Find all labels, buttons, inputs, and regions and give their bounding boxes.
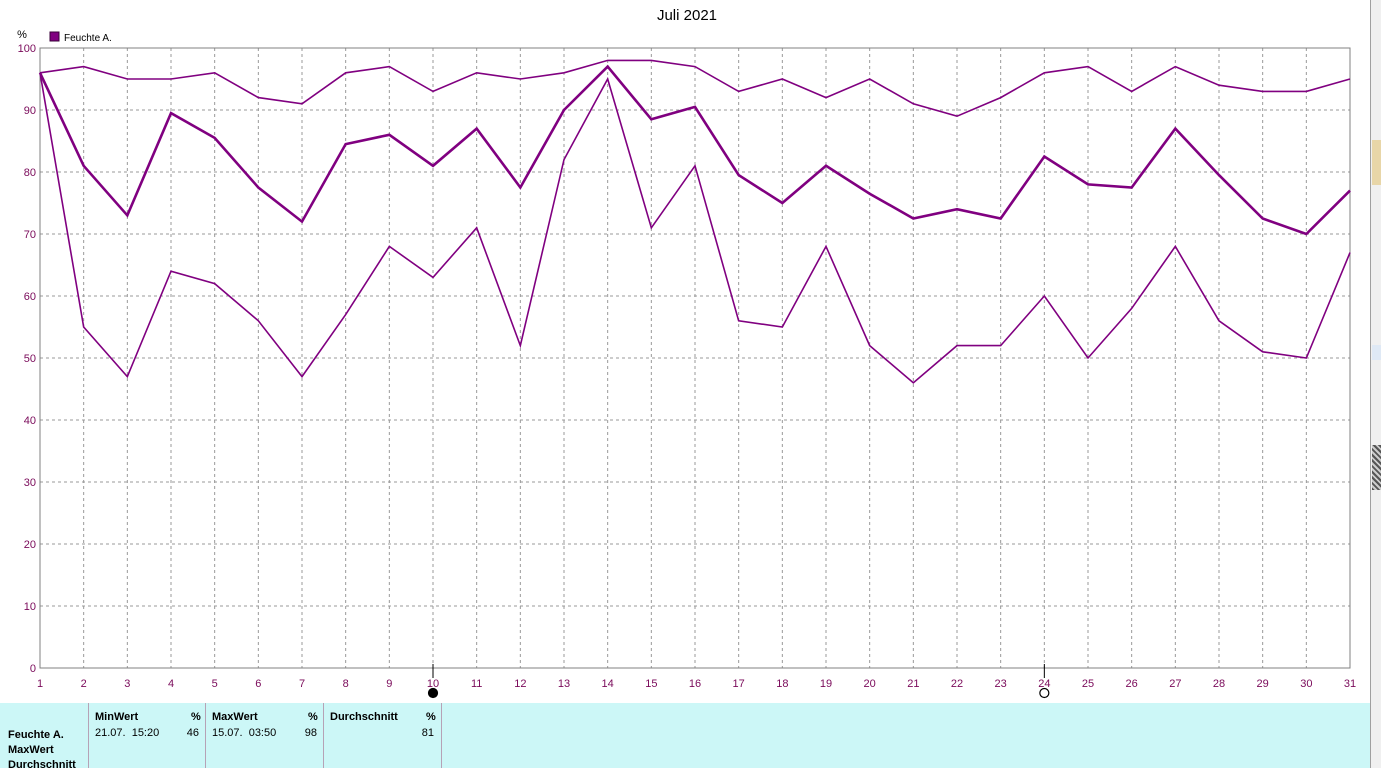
- full-moon-icon: [427, 687, 439, 699]
- y-tick-label: 100: [18, 43, 36, 55]
- x-tick-label: 3: [124, 678, 130, 690]
- x-tick-label: 30: [1300, 678, 1312, 690]
- background-window-image: [1372, 445, 1381, 490]
- x-tick-label: 14: [602, 678, 614, 690]
- y-axis-unit-label: %: [17, 29, 27, 41]
- x-axis-ticks: 1 2 3 4 5 6 7 8 9 10 11 12 13 14 15 16 17 18 19 20 21 22 23 24 2…: [37, 678, 1356, 690]
- x-tick-label: 7: [299, 678, 305, 690]
- x-tick-label: 27: [1169, 678, 1181, 690]
- y-tick-label: 20: [24, 539, 36, 551]
- stats-header-max: MaxWert: [212, 711, 258, 723]
- series-lines: [38, 59, 1351, 384]
- stats-header-min: MinWert: [95, 711, 139, 723]
- x-tick-label: 10: [427, 678, 439, 690]
- stats-column-max: MaxWert % 15.07. 03:50 98: [205, 703, 324, 768]
- stats-value-max: 98: [304, 727, 317, 739]
- plot-frame: [39, 47, 1351, 669]
- x-tick-label: 18: [776, 678, 788, 690]
- grid: [40, 48, 1350, 668]
- y-tick-label: 50: [24, 353, 36, 365]
- y-tick-label: 0: [30, 663, 36, 675]
- y-tick-label: 40: [24, 415, 36, 427]
- x-tick-label: 15: [645, 678, 657, 690]
- x-tick-label: 21: [907, 678, 919, 690]
- new-moon-icon: [1039, 687, 1050, 699]
- x-tick-label: 17: [733, 678, 745, 690]
- x-tick-label: 29: [1257, 678, 1269, 690]
- x-tick-label: 11: [471, 678, 482, 690]
- stats-header-avg: Durchschnitt: [330, 711, 398, 723]
- stats-value-min: 46: [186, 727, 199, 739]
- y-tick-label: 70: [24, 229, 36, 241]
- stats-unit-avg: %: [426, 711, 436, 723]
- stats-row-label-max: MaxWert: [8, 744, 54, 756]
- stats-unit-max: %: [308, 711, 318, 723]
- stats-value-avg: 81: [421, 727, 434, 739]
- x-tick-label: 5: [212, 678, 218, 690]
- x-tick-label: 26: [1126, 678, 1138, 690]
- y-tick-label: 60: [24, 291, 36, 303]
- x-tick-label: 12: [514, 678, 526, 690]
- y-tick-label: 10: [24, 601, 36, 613]
- y-axis-ticks: 0 10 20 30 40 50 60 70 80 90 100: [18, 43, 36, 675]
- x-tick-label: 19: [820, 678, 832, 690]
- x-tick-label: 8: [343, 678, 349, 690]
- series-line-max: [39, 59, 1351, 118]
- stats-column-avg: Durchschnitt % 81: [323, 703, 442, 768]
- y-tick-label: 30: [24, 477, 36, 489]
- x-tick-label: 22: [951, 678, 963, 690]
- x-tick-label: 9: [386, 678, 392, 690]
- y-tick-label: 90: [24, 105, 36, 117]
- series-line-min: [39, 72, 1351, 384]
- x-tick-label: 2: [81, 678, 87, 690]
- background-window-thumbnail: [1372, 140, 1381, 185]
- x-tick-label: 28: [1213, 678, 1225, 690]
- y-tick-label: 80: [24, 167, 36, 179]
- series-line-avg: [38, 64, 1351, 236]
- legend-swatch: [49, 31, 60, 42]
- x-tick-label: 1: [37, 678, 43, 690]
- stats-row-label-avg: Durchschnitt: [8, 759, 76, 771]
- x-tick-label: 6: [255, 678, 261, 690]
- stats-row-label-sensor: Feuchte A.: [8, 729, 64, 741]
- legend-entry: Feuchte A.: [64, 33, 112, 44]
- x-tick-label: 25: [1082, 678, 1094, 690]
- stats-column-min: MinWert % 21.07. 15:20 46: [88, 703, 206, 768]
- chart-title: Juli 2021: [657, 7, 717, 24]
- x-tick-label: 23: [995, 678, 1007, 690]
- x-tick-label: 20: [864, 678, 876, 690]
- stats-time-min: 21.07. 15:20: [95, 727, 160, 739]
- stats-row-labels: Feuchte A. MaxWert Durchschnitt: [8, 728, 76, 773]
- legend: Feuchte A.: [49, 31, 112, 44]
- x-tick-label: 13: [558, 678, 570, 690]
- stats-time-max: 15.07. 03:50: [212, 727, 277, 739]
- x-tick-label: 4: [168, 678, 174, 690]
- stats-panel: Feuchte A. MaxWert Durchschnitt MinWert …: [0, 703, 1370, 771]
- background-window-thumbnail: [1372, 345, 1381, 360]
- x-tick-label: 31: [1344, 678, 1356, 690]
- moon-phase-markers: [427, 664, 1050, 699]
- humidity-chart: Juli 2021 % Feuchte A. 01020304050607080…: [17, 7, 1356, 699]
- x-tick-label: 16: [689, 678, 701, 690]
- stats-unit-min: %: [191, 711, 201, 723]
- x-tick-label: 24: [1038, 678, 1050, 690]
- background-window-edge: [1370, 0, 1381, 768]
